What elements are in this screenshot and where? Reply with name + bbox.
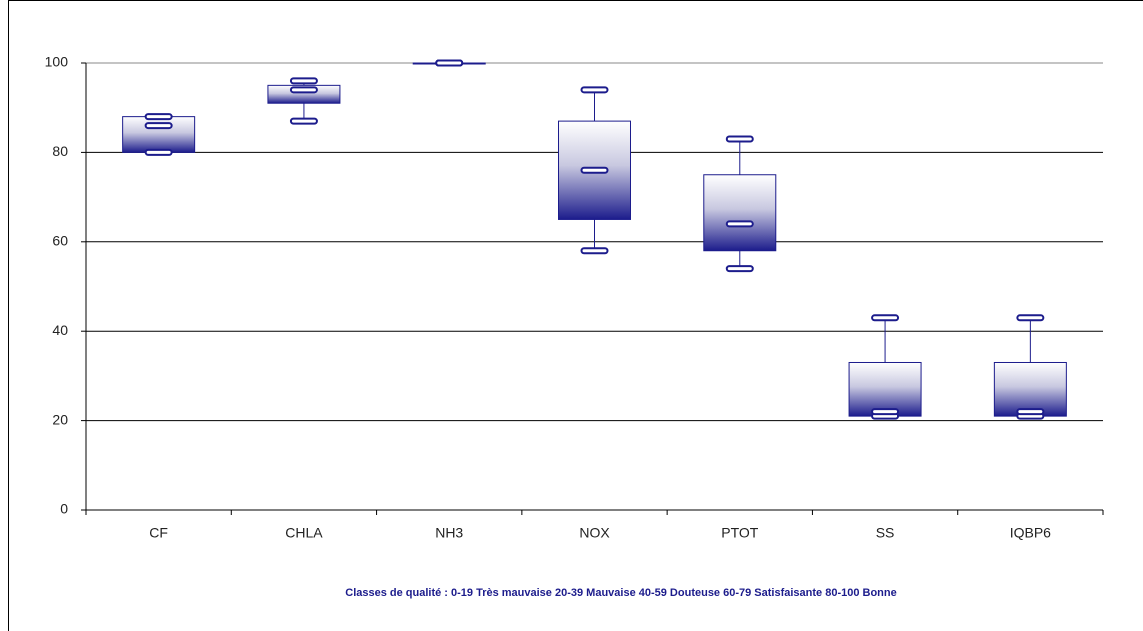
box-marker <box>725 135 754 143</box>
y-tick-label: 20 <box>52 411 68 427</box>
box-marker <box>580 247 609 255</box>
box <box>703 174 777 252</box>
y-tick-label: 60 <box>52 233 68 249</box>
box-marker <box>725 220 754 228</box>
x-tick-label: IQBP6 <box>1010 525 1051 541</box>
box-marker <box>144 122 173 130</box>
y-tick-label: 100 <box>45 54 69 70</box>
x-tick-label: PTOT <box>721 525 759 541</box>
box <box>122 116 196 153</box>
box-marker <box>289 77 318 85</box>
note: Classes de qualité : 0-19 Très mauvaise … <box>345 587 897 599</box>
box-marker <box>580 86 609 94</box>
frame <box>8 0 1143 631</box>
box-marker <box>144 113 173 121</box>
box-marker <box>1016 314 1045 322</box>
box <box>848 361 922 417</box>
box-marker <box>580 166 609 174</box>
x-tick-label: SS <box>876 525 895 541</box>
x-tick-label: CHLA <box>285 525 323 541</box>
box-marker <box>289 117 318 125</box>
y-tick-label: 40 <box>52 322 68 338</box>
x-tick-label: CF <box>149 525 168 541</box>
box-marker <box>725 265 754 273</box>
box-marker <box>871 408 900 416</box>
box-marker <box>289 86 318 94</box>
box-marker <box>435 59 464 67</box>
box <box>267 84 341 104</box>
y-tick-label: 80 <box>52 143 68 159</box>
box-marker <box>1016 408 1045 416</box>
box-marker <box>144 148 173 156</box>
x-tick-label: NH3 <box>435 525 463 541</box>
y-tick-label: 0 <box>60 501 68 517</box>
box-marker <box>871 314 900 322</box>
box <box>993 361 1067 417</box>
x-tick-label: NOX <box>579 525 610 541</box>
